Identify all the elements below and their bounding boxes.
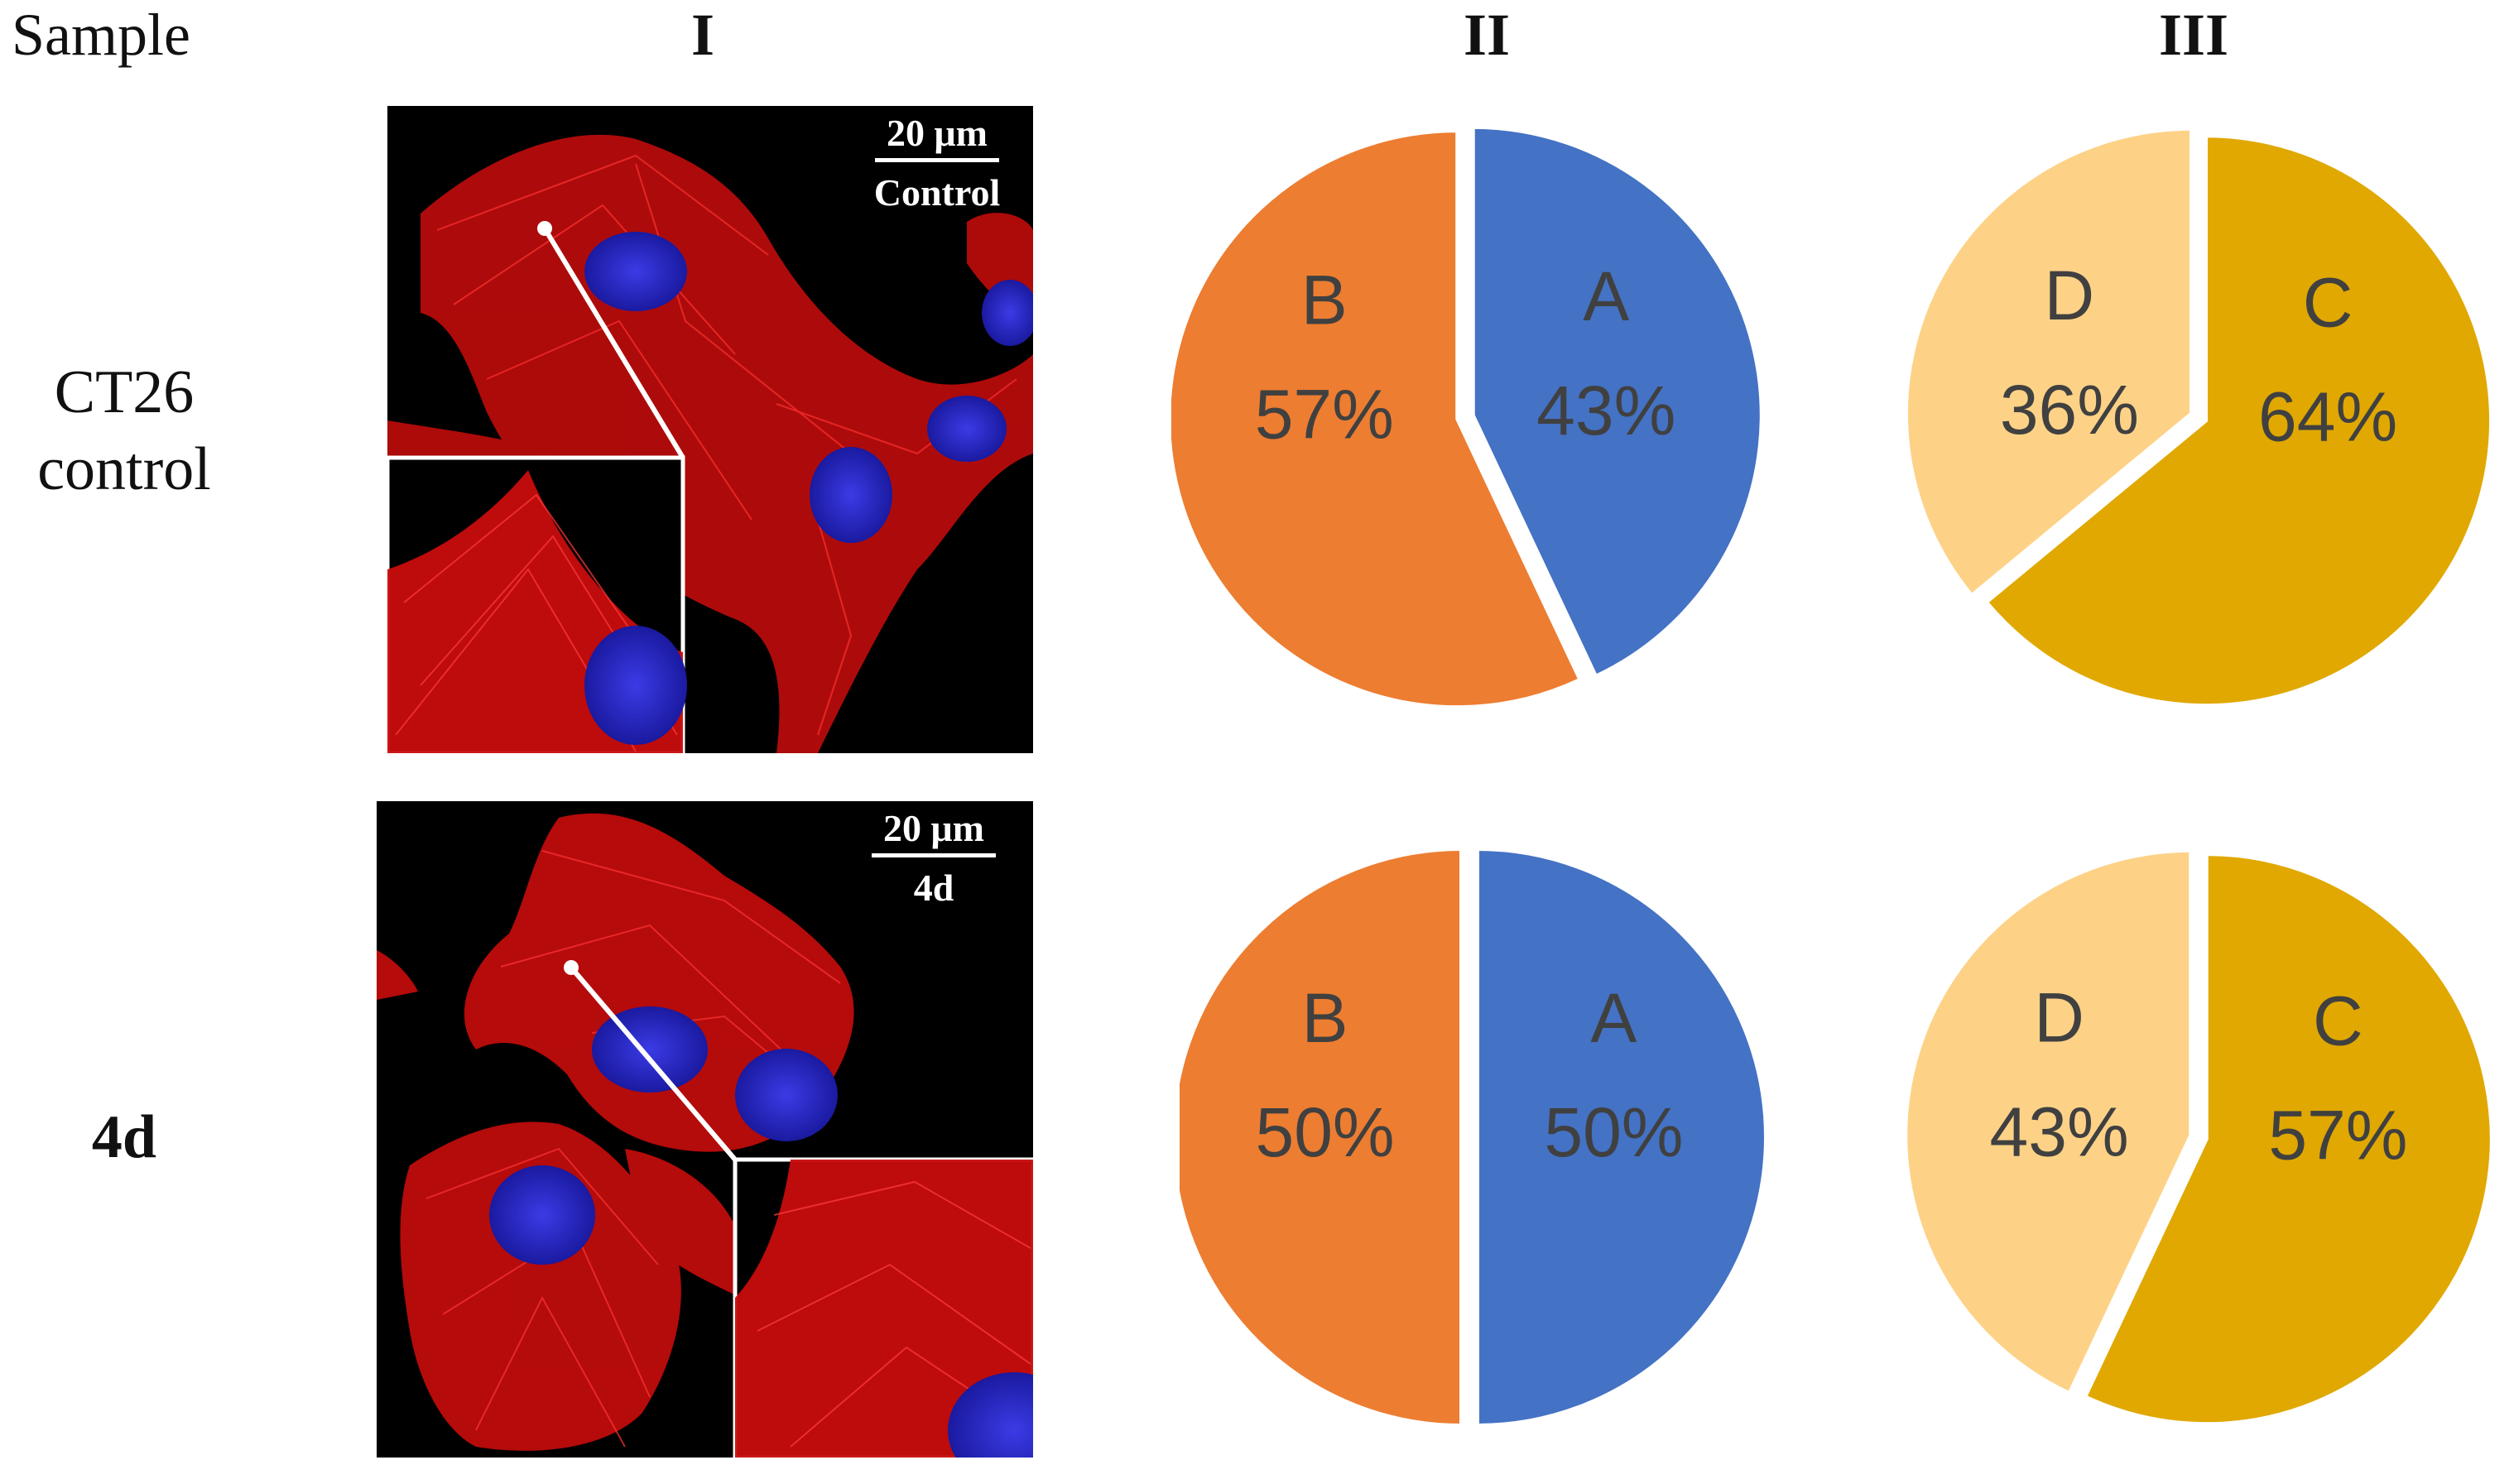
pie-slice-value-label: 57% bbox=[2268, 1097, 2407, 1174]
scale-bar-line bbox=[872, 853, 996, 857]
pie-slice-value-label: 43% bbox=[1990, 1093, 2129, 1170]
inset-pointer-dot bbox=[564, 960, 579, 975]
pie-slice-b bbox=[1171, 129, 1583, 709]
micrograph-control-drawing bbox=[387, 134, 1033, 753]
inset-pointer bbox=[542, 227, 685, 459]
pie-slice-d bbox=[1904, 848, 2193, 1395]
micrograph-caption: 4d bbox=[913, 867, 954, 909]
pie-slice-label: C bbox=[2313, 982, 2363, 1060]
micrograph-control: 20 μm Control bbox=[387, 106, 1033, 753]
pie-chart-4d-III: C 57% D 43% bbox=[1904, 848, 2493, 1426]
pie-slice-value-label: 64% bbox=[2258, 378, 2397, 456]
row-label-line2: control bbox=[37, 435, 211, 503]
pie-slice-value-label: 57% bbox=[1255, 375, 1394, 453]
micrograph-4d: 20 μm 4d bbox=[377, 801, 1033, 1458]
nucleus-shape bbox=[927, 396, 1007, 462]
pie-slice-label: D bbox=[2034, 978, 2084, 1056]
pie-slice-label: B bbox=[1302, 979, 1348, 1057]
pie-slice-value-label: 50% bbox=[1256, 1093, 1395, 1171]
row-label-line1: 4d bbox=[91, 1103, 157, 1171]
pie-slice-value-label: 43% bbox=[1536, 372, 1675, 449]
pie-slice-label: A bbox=[1590, 979, 1637, 1057]
pie-chart-4d-II: A 50% B 50% bbox=[1180, 847, 1767, 1428]
header-col-III: III bbox=[2159, 2, 2229, 68]
header-col-I: I bbox=[691, 2, 715, 68]
micrograph-caption: Control bbox=[873, 171, 1001, 214]
inset-pointer bbox=[569, 966, 738, 1161]
pie-slice-label: A bbox=[1583, 257, 1629, 335]
pie-slice-c bbox=[1984, 134, 2493, 708]
pie-slice-value-label: 36% bbox=[2000, 371, 2139, 449]
inset-pointer-dot bbox=[537, 221, 552, 236]
pie-slice-b bbox=[1180, 847, 1463, 1428]
scale-bar-label: 20 μm bbox=[887, 112, 988, 154]
pie-slice-a bbox=[1476, 847, 1767, 1428]
pie-slice-label: B bbox=[1301, 261, 1348, 339]
row-label-line1: CT26 bbox=[54, 358, 195, 426]
pie-slice-label: D bbox=[2045, 257, 2095, 334]
row-label-ct26-control: CT26 control bbox=[0, 354, 248, 507]
row-label-4d: 4d bbox=[0, 1099, 248, 1176]
scale-bar-line bbox=[875, 158, 999, 162]
pie-slice-a bbox=[1471, 125, 1763, 679]
nucleus-shape bbox=[982, 280, 1033, 346]
pie-slice-c bbox=[2083, 852, 2493, 1426]
scale-bar-label: 20 μm bbox=[883, 807, 984, 849]
pie-slice-label: C bbox=[2303, 264, 2353, 342]
scale-bar-4d: 20 μm 4d bbox=[851, 806, 1017, 910]
nucleus-shape bbox=[810, 447, 892, 543]
scale-bar-control: 20 μm Control bbox=[854, 111, 1020, 214]
nucleus-shape bbox=[584, 232, 687, 311]
pie-slice-d bbox=[1905, 127, 2193, 598]
header-sample: Sample bbox=[12, 2, 190, 68]
header-col-II: II bbox=[1464, 2, 1511, 68]
pie-chart-ct26-III: C 64% D 36% bbox=[1905, 127, 2493, 708]
pie-chart-ct26-II: A 43% B 57% bbox=[1171, 125, 1763, 709]
pie-slice-value-label: 50% bbox=[1544, 1093, 1683, 1171]
micrograph-4d-drawing bbox=[377, 813, 1033, 1458]
